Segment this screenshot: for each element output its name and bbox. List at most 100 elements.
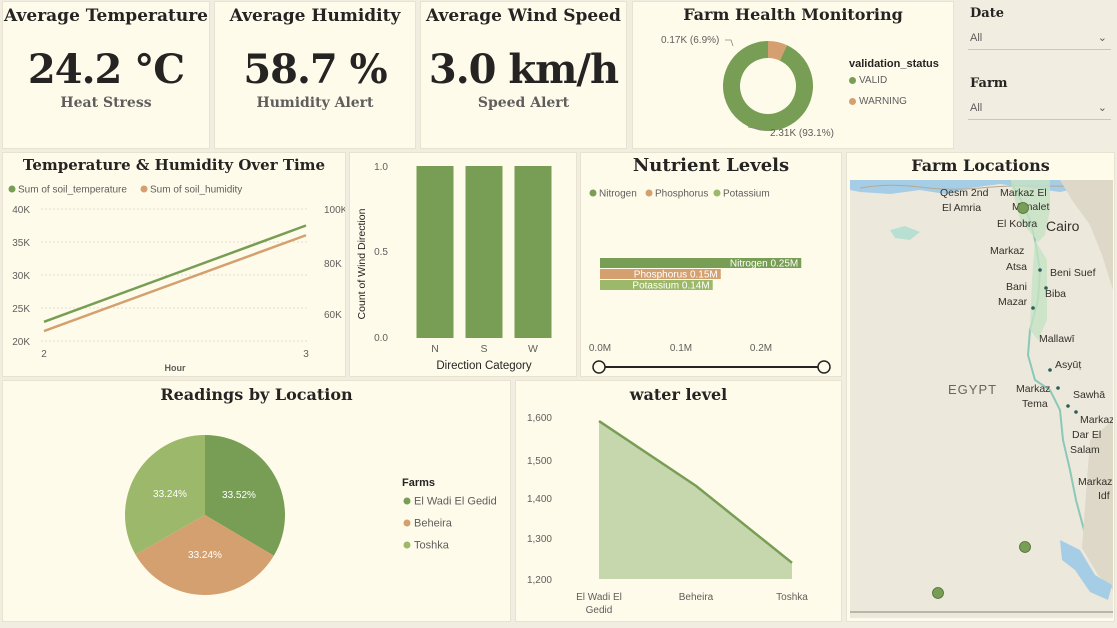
x-axis-title: Hour (165, 363, 186, 373)
map-title: Farm Locations (911, 156, 1050, 175)
legend-item-beheira[interactable]: Beheira (414, 518, 453, 530)
x-tick: 3 (303, 349, 309, 360)
map-marker-beheira[interactable] (1017, 202, 1029, 214)
temp-humidity-title: Temperature & Humidity Over Time (22, 156, 326, 174)
x-tick: Gedid (586, 605, 613, 616)
zoom-slider-handle-right[interactable] (817, 360, 831, 374)
pie-slice-toshka[interactable] (125, 434, 205, 555)
readings-by-location-card[interactable]: Readings by Location 33.52% 33.24% 33.24… (2, 380, 511, 622)
donut-label-warning: 0.17K (6.9%) (661, 35, 719, 46)
farm-health-donut: 0.17K (6.9%) 2.31K (93.1%) (661, 35, 834, 139)
map-lake (890, 226, 920, 240)
pie-slice-el-wadi-el-gedid[interactable] (205, 435, 285, 556)
kpi-card-humidity[interactable]: Average Humidity 58.7 % Humidity Alert (214, 1, 416, 149)
svg-text:Bani: Bani (1006, 281, 1027, 293)
legend-label: Nitrogen (599, 189, 637, 200)
series-line-humidity[interactable] (43, 234, 307, 333)
bar-label: Phosphorus 0.15M (634, 270, 718, 281)
legend-dot (403, 519, 411, 527)
water-area-line[interactable] (598, 420, 793, 564)
legend-item-el-wadi-el-gedid[interactable]: El Wadi El Gedid (414, 496, 497, 508)
map-marker-el-wadi-el-gedid[interactable] (1019, 541, 1031, 553)
legend-dot-phosphorus (645, 189, 653, 197)
y-tick: 1.0 (374, 162, 388, 173)
readings-title: Readings by Location (160, 385, 353, 404)
svg-text:EGYPT: EGYPT (948, 382, 997, 397)
legend-item-toshka[interactable]: Toshka (414, 540, 450, 552)
x-tick: 0.1M (670, 343, 692, 354)
x-tick: N (431, 343, 439, 355)
bar-w[interactable] (514, 166, 552, 338)
legend-label-humidity: Sum of soil_humidity (150, 185, 242, 196)
y-tick: 1,600 (527, 413, 552, 424)
pie-label: 33.24% (188, 550, 222, 561)
legend-dot-humidity (140, 185, 148, 193)
y-tick: 0.5 (374, 247, 388, 258)
farm-slicer-dropdown[interactable]: All ⌄ (968, 97, 1111, 120)
slicers-panel: Date All ⌄ Farm All ⌄ (968, 0, 1111, 150)
farm-locations-card[interactable]: Farm Locations Qesm 2nd El Amria Markaz … (846, 152, 1115, 622)
svg-text:Salam: Salam (1070, 444, 1100, 456)
temp-humidity-card[interactable]: Temperature & Humidity Over Time Sum of … (2, 152, 346, 377)
legend-label: Phosphorus (655, 189, 708, 200)
kpi-label: Heat Stress (60, 95, 152, 111)
legend-item-warning[interactable]: WARNING (849, 96, 939, 107)
donut-leader-valid (747, 126, 768, 131)
svg-text:Markaz: Markaz (1016, 383, 1050, 395)
map-valley (1030, 240, 1047, 340)
series-line-temperature[interactable] (43, 224, 307, 324)
y-axis-title: Count of Wind Direction (356, 208, 368, 319)
legend-dot-temperature (8, 185, 16, 193)
svg-text:Markaz: Markaz (1080, 414, 1113, 426)
map-delta (1010, 180, 1050, 242)
kpi-value: 24.2 °C (27, 46, 185, 93)
svg-text:Idf: Idf (1098, 490, 1110, 502)
legend-dot (849, 97, 856, 105)
svg-text:Dar El: Dar El (1072, 429, 1101, 441)
pie-slice-beheira[interactable] (135, 515, 274, 595)
y-left-tick: 35K (12, 238, 30, 249)
legend-item-valid[interactable]: VALID (849, 75, 939, 86)
kpi-card-wind-speed[interactable]: Average Wind Speed 3.0 km/h Speed Alert (420, 1, 627, 149)
chevron-down-icon: ⌄ (1097, 102, 1107, 114)
legend-dot-potassium (713, 189, 721, 197)
chevron-down-icon: ⌄ (1097, 32, 1107, 44)
bar-phosphorus[interactable] (600, 269, 721, 279)
svg-text:Markaz: Markaz (990, 245, 1024, 257)
map-canvas[interactable]: Qesm 2nd El Amria Markaz El Manalet El K… (850, 180, 1113, 618)
wind-direction-card[interactable]: Count of Wind Direction 1.0 0.5 0.0 N S … (349, 152, 577, 377)
bar-n[interactable] (416, 166, 454, 338)
legend-dot (403, 497, 411, 505)
donut-slice-warning[interactable] (768, 41, 787, 61)
y-tick: 1,300 (527, 534, 552, 545)
legend-dot-nitrogen (589, 189, 597, 197)
map-marker-toshka[interactable] (932, 587, 944, 599)
y-left-tick: 30K (12, 271, 30, 282)
bar-label: Nitrogen 0.25M (730, 259, 798, 270)
kpi-title: Average Wind Speed (426, 6, 621, 26)
zoom-slider-handle-left[interactable] (592, 360, 606, 374)
bar-s[interactable] (465, 166, 503, 338)
kpi-card-temperature[interactable]: Average Temperature 24.2 °C Heat Stress (2, 1, 210, 149)
farm-health-card[interactable]: Farm Health Monitoring 0.17K (6.9%) 2.31… (632, 1, 954, 149)
water-level-card[interactable]: water level 1,600 1,500 1,400 1,300 1,20… (515, 380, 842, 622)
date-slicer-dropdown[interactable]: All ⌄ (968, 27, 1111, 50)
map-labels: Qesm 2nd El Amria Markaz El Manalet El K… (940, 187, 1113, 502)
map-lake-nasser (1060, 540, 1112, 600)
svg-text:Beni Suef: Beni Suef (1050, 267, 1096, 279)
y-right-tick: 80K (324, 259, 342, 270)
y-tick: 1,200 (527, 575, 552, 586)
wind-direction-chart: Count of Wind Direction 1.0 0.5 0.0 N S … (356, 162, 552, 372)
pie-label: 33.24% (153, 489, 187, 500)
nutrient-levels-card[interactable]: Nutrient Levels Nitrogen Phosphorus Pota… (580, 152, 842, 377)
svg-text:Mallawī: Mallawī (1039, 333, 1075, 345)
x-tick: S (480, 343, 487, 355)
donut-leader-warning (725, 39, 734, 47)
water-area-fill[interactable] (599, 421, 792, 579)
bar-potassium[interactable] (600, 280, 713, 290)
y-tick: 0.0 (374, 333, 388, 344)
nutrient-chart: Nitrogen Phosphorus Potassium Nitrogen 0… (589, 189, 831, 374)
donut-slice-valid[interactable] (723, 41, 813, 131)
bar-nitrogen[interactable] (600, 258, 802, 268)
svg-text:Markaz El: Markaz El (1000, 187, 1047, 199)
